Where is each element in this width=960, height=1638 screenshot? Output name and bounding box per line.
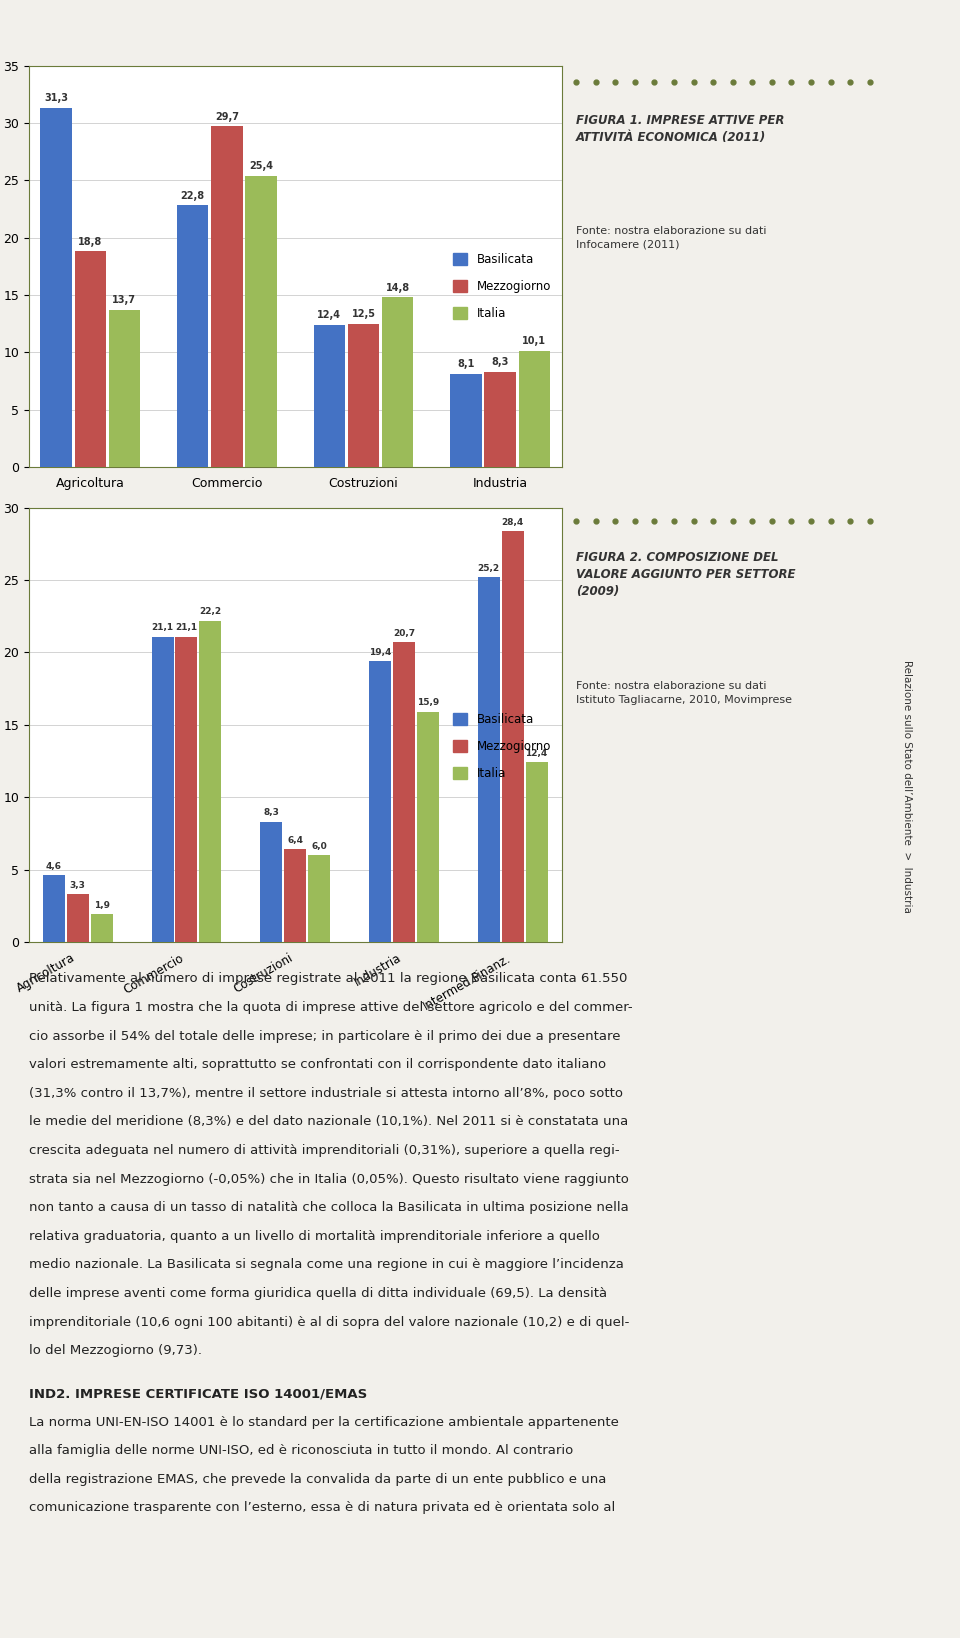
Text: IND2. IMPRESE CERTIFICATE ISO 14001/EMAS: IND2. IMPRESE CERTIFICATE ISO 14001/EMAS: [29, 1387, 367, 1400]
Bar: [67, 894, 88, 942]
Text: 14,8: 14,8: [386, 282, 410, 293]
Legend: Basilicata, Mezzogiorno, Italia: Basilicata, Mezzogiorno, Italia: [448, 247, 556, 324]
Text: 29,7: 29,7: [215, 111, 239, 121]
Bar: [152, 637, 174, 942]
Bar: [260, 822, 282, 942]
Text: comunicazione trasparente con l’esterno, essa è di natura privata ed è orientata: comunicazione trasparente con l’esterno,…: [29, 1502, 615, 1515]
Text: strata sia nel Mezzogiorno (-0,05%) che in Italia (0,05%). Questo risultato vien: strata sia nel Mezzogiorno (-0,05%) che …: [29, 1173, 629, 1186]
Bar: [246, 175, 276, 467]
Text: 1,9: 1,9: [94, 901, 109, 911]
Text: 3,3: 3,3: [70, 881, 85, 889]
Text: Relazione sullo Stato dell’Ambiente  >  Industria: Relazione sullo Stato dell’Ambiente > In…: [902, 660, 912, 912]
Text: Fonte: nostra elaborazione su dati
Istituto Tagliacarne, 2010, Movimprese: Fonte: nostra elaborazione su dati Istit…: [576, 681, 792, 704]
Bar: [314, 324, 345, 467]
Text: valori estremamente alti, soprattutto se confrontati con il corrispondente dato : valori estremamente alti, soprattutto se…: [29, 1058, 606, 1071]
Text: non tanto a causa di un tasso di natalità che colloca la Basilicata in ultima po: non tanto a causa di un tasso di natalit…: [29, 1201, 629, 1214]
Text: 12,4: 12,4: [525, 749, 548, 758]
Text: cio assorbe il 54% del totale delle imprese; in particolare è il primo dei due a: cio assorbe il 54% del totale delle impr…: [29, 1030, 620, 1042]
Text: 25,2: 25,2: [478, 563, 500, 573]
Bar: [518, 351, 550, 467]
Text: 12,5: 12,5: [351, 310, 375, 319]
Bar: [177, 205, 208, 467]
Text: 12,4: 12,4: [318, 310, 342, 319]
Text: lo del Mezzogiorno (9,73).: lo del Mezzogiorno (9,73).: [29, 1345, 202, 1358]
Text: unità. La figura 1 mostra che la quota di imprese attive del settore agricolo e : unità. La figura 1 mostra che la quota d…: [29, 1001, 633, 1014]
Text: delle imprese aventi come forma giuridica quella di ditta individuale (69,5). La: delle imprese aventi come forma giuridic…: [29, 1287, 607, 1301]
Text: Fonte: nostra elaborazione su dati
Infocamere (2011): Fonte: nostra elaborazione su dati Infoc…: [576, 226, 766, 249]
Text: della registrazione EMAS, che prevede la convalida da parte di un ente pubblico : della registrazione EMAS, che prevede la…: [29, 1473, 606, 1486]
Text: FIGURA 1. IMPRESE ATTIVE PER
ATTIVITÀ ECONOMICA (2011): FIGURA 1. IMPRESE ATTIVE PER ATTIVITÀ EC…: [576, 113, 784, 144]
Text: 22,2: 22,2: [200, 608, 222, 616]
Bar: [525, 762, 547, 942]
Text: relativa graduatoria, quanto a un livello di mortalità imprenditoriale inferiore: relativa graduatoria, quanto a un livell…: [29, 1230, 600, 1243]
Text: 10,1: 10,1: [522, 336, 546, 347]
Text: le medie del meridione (8,3%) e del dato nazionale (10,1%). Nel 2011 si è consta: le medie del meridione (8,3%) e del dato…: [29, 1115, 628, 1129]
Bar: [108, 310, 140, 467]
Bar: [90, 914, 112, 942]
Text: 4,6: 4,6: [46, 862, 61, 871]
Bar: [211, 126, 243, 467]
Bar: [308, 855, 330, 942]
Text: 6,0: 6,0: [311, 842, 327, 850]
Text: La norma UNI-EN-ISO 14001 è lo standard per la certificazione ambientale apparte: La norma UNI-EN-ISO 14001 è lo standard …: [29, 1415, 618, 1428]
Bar: [393, 642, 415, 942]
Legend: Basilicata, Mezzogiorno, Italia: Basilicata, Mezzogiorno, Italia: [448, 708, 556, 785]
Text: 8,3: 8,3: [263, 809, 279, 817]
Bar: [200, 621, 222, 942]
Text: 21,1: 21,1: [176, 622, 198, 632]
Bar: [369, 662, 391, 942]
Bar: [417, 713, 439, 942]
Bar: [485, 372, 516, 467]
Text: (31,3% contro il 13,7%), mentre il settore industriale si attesta intorno all’8%: (31,3% contro il 13,7%), mentre il setto…: [29, 1086, 623, 1099]
Text: 18,8: 18,8: [78, 236, 103, 247]
Bar: [43, 875, 65, 942]
Text: 8,3: 8,3: [492, 357, 509, 367]
Text: Relativamente al numero di imprese registrate al 2011 la regione Basilicata cont: Relativamente al numero di imprese regis…: [29, 973, 627, 986]
Text: 19,4: 19,4: [369, 647, 392, 657]
Text: alla famiglia delle norme UNI-ISO, ed è riconosciuta in tutto il mondo. Al contr: alla famiglia delle norme UNI-ISO, ed è …: [29, 1445, 573, 1458]
Text: 21,1: 21,1: [152, 622, 174, 632]
Bar: [450, 373, 482, 467]
Text: 28,4: 28,4: [501, 518, 524, 526]
Bar: [478, 577, 500, 942]
Text: medio nazionale. La Basilicata si segnala come una regione in cui è maggiore l’i: medio nazionale. La Basilicata si segnal…: [29, 1258, 624, 1271]
Text: 25,4: 25,4: [249, 161, 273, 170]
Bar: [75, 251, 106, 467]
Bar: [40, 108, 72, 467]
Text: 13,7: 13,7: [112, 295, 136, 305]
Text: 8,1: 8,1: [457, 359, 474, 370]
Bar: [502, 531, 523, 942]
Bar: [284, 848, 306, 942]
Bar: [382, 296, 414, 467]
Text: imprenditoriale (10,6 ogni 100 abitanti) è al di sopra del valore nazionale (10,: imprenditoriale (10,6 ogni 100 abitanti)…: [29, 1315, 629, 1328]
Text: 22,8: 22,8: [180, 190, 204, 201]
Text: 6,4: 6,4: [287, 835, 303, 845]
Bar: [348, 324, 379, 467]
Text: 31,3: 31,3: [44, 93, 68, 103]
Text: FIGURA 2. COMPOSIZIONE DEL
VALORE AGGIUNTO PER SETTORE
(2009): FIGURA 2. COMPOSIZIONE DEL VALORE AGGIUN…: [576, 552, 796, 598]
Text: 15,9: 15,9: [417, 698, 439, 708]
Bar: [176, 637, 198, 942]
Text: crescita adeguata nel numero di attività imprenditoriali (0,31%), superiore a qu: crescita adeguata nel numero di attività…: [29, 1143, 619, 1156]
Text: 20,7: 20,7: [393, 629, 415, 639]
